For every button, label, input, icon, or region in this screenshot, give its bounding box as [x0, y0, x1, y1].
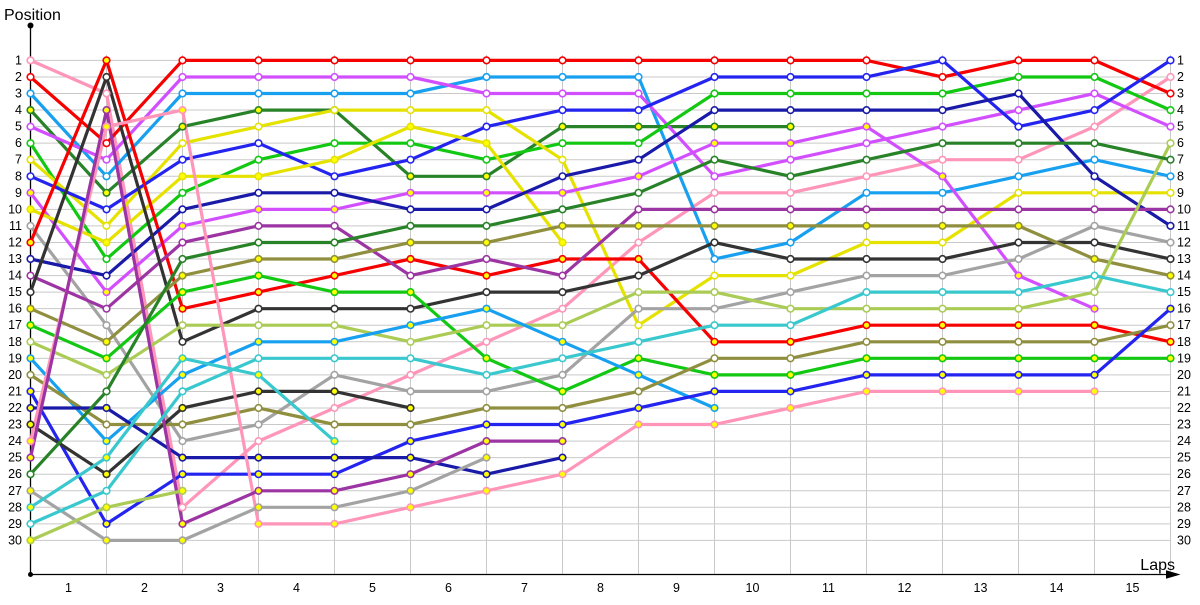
svg-text:14: 14	[1177, 269, 1191, 283]
svg-text:6: 6	[445, 581, 452, 595]
svg-text:26: 26	[1177, 467, 1191, 481]
svg-text:10: 10	[8, 202, 22, 216]
svg-text:12: 12	[1177, 236, 1191, 250]
svg-text:5: 5	[369, 581, 376, 595]
svg-text:29: 29	[1177, 517, 1191, 531]
svg-text:18: 18	[8, 335, 22, 349]
svg-text:3: 3	[15, 87, 22, 101]
svg-text:4: 4	[1177, 103, 1184, 117]
svg-text:9: 9	[673, 581, 680, 595]
svg-text:22: 22	[1177, 401, 1191, 415]
svg-text:13: 13	[974, 581, 988, 595]
svg-text:19: 19	[1177, 351, 1191, 365]
svg-text:7: 7	[15, 153, 22, 167]
svg-text:16: 16	[1177, 302, 1191, 316]
svg-text:27: 27	[1177, 484, 1191, 498]
svg-text:14: 14	[1050, 581, 1064, 595]
svg-text:4: 4	[293, 581, 300, 595]
svg-text:15: 15	[1177, 285, 1191, 299]
svg-text:4: 4	[15, 103, 22, 117]
svg-text:6: 6	[15, 136, 22, 150]
svg-text:10: 10	[1177, 202, 1191, 216]
svg-text:27: 27	[8, 484, 22, 498]
svg-text:Laps: Laps	[1140, 557, 1175, 574]
svg-text:18: 18	[1177, 335, 1191, 349]
svg-text:30: 30	[8, 533, 22, 547]
svg-text:21: 21	[8, 384, 22, 398]
svg-text:23: 23	[1177, 418, 1191, 432]
svg-text:8: 8	[1177, 169, 1184, 183]
svg-text:16: 16	[8, 302, 22, 316]
svg-text:5: 5	[1177, 120, 1184, 134]
svg-text:3: 3	[1177, 87, 1184, 101]
svg-text:2: 2	[141, 581, 148, 595]
svg-text:20: 20	[1177, 368, 1191, 382]
svg-text:11: 11	[1177, 219, 1190, 233]
svg-text:2: 2	[1177, 70, 1184, 84]
svg-text:1: 1	[65, 581, 72, 595]
svg-text:9: 9	[1177, 186, 1184, 200]
svg-text:3: 3	[217, 581, 224, 595]
svg-text:17: 17	[8, 318, 22, 332]
svg-text:15: 15	[8, 285, 22, 299]
svg-text:10: 10	[746, 581, 760, 595]
svg-text:8: 8	[597, 581, 604, 595]
svg-text:19: 19	[8, 351, 22, 365]
svg-text:12: 12	[898, 581, 912, 595]
svg-text:13: 13	[8, 252, 22, 266]
svg-text:7: 7	[521, 581, 528, 595]
svg-text:28: 28	[1177, 500, 1191, 514]
svg-text:6: 6	[1177, 136, 1184, 150]
svg-text:22: 22	[8, 401, 22, 415]
svg-text:30: 30	[1177, 533, 1191, 547]
svg-text:7: 7	[1177, 153, 1184, 167]
svg-text:29: 29	[8, 517, 22, 531]
svg-text:2: 2	[15, 70, 22, 84]
svg-text:11: 11	[9, 219, 22, 233]
svg-text:17: 17	[1177, 318, 1191, 332]
svg-text:25: 25	[1177, 451, 1191, 465]
svg-text:Position: Position	[4, 7, 61, 24]
svg-text:28: 28	[8, 500, 22, 514]
svg-text:11: 11	[822, 581, 835, 595]
svg-text:24: 24	[1177, 434, 1191, 448]
svg-text:26: 26	[8, 467, 22, 481]
svg-text:25: 25	[8, 451, 22, 465]
svg-text:15: 15	[1126, 581, 1140, 595]
svg-text:14: 14	[8, 269, 22, 283]
svg-text:24: 24	[8, 434, 22, 448]
svg-text:12: 12	[8, 236, 22, 250]
svg-text:23: 23	[8, 418, 22, 432]
svg-text:5: 5	[15, 120, 22, 134]
svg-text:8: 8	[15, 169, 22, 183]
svg-text:20: 20	[8, 368, 22, 382]
svg-text:21: 21	[1177, 384, 1191, 398]
svg-text:1: 1	[1177, 53, 1184, 67]
svg-text:13: 13	[1177, 252, 1191, 266]
svg-text:1: 1	[15, 53, 22, 67]
svg-text:9: 9	[15, 186, 22, 200]
